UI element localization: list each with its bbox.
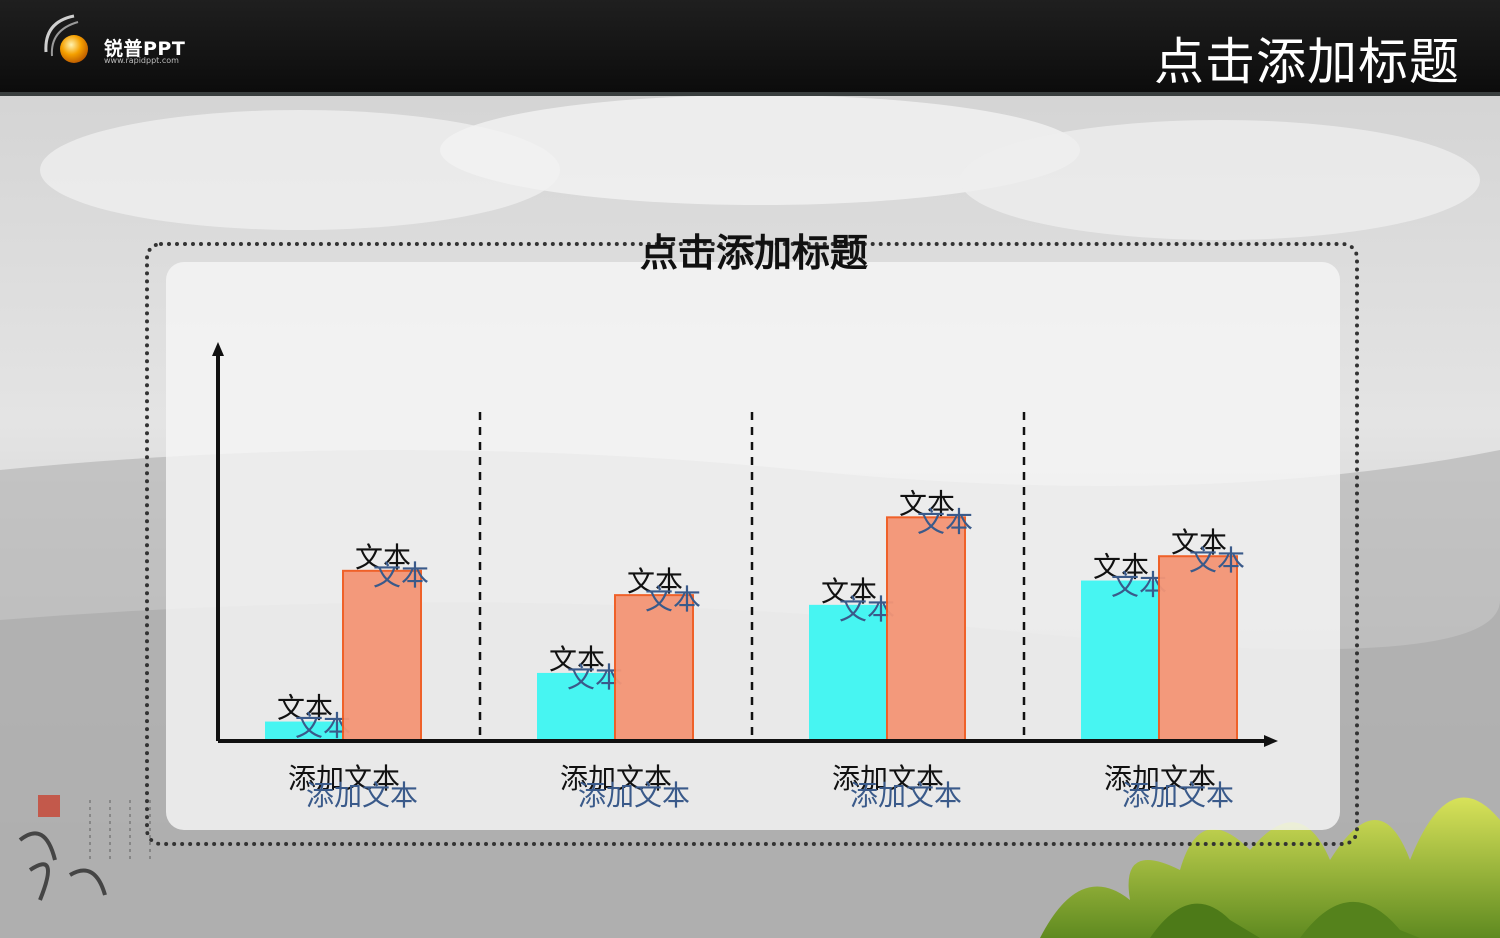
data-label-top: 文本 — [1093, 551, 1149, 584]
page-title[interactable]: 点击添加标题 — [1154, 33, 1460, 91]
data-label-top: 文本 — [549, 643, 605, 676]
rapidppt-logo-icon — [44, 14, 88, 63]
data-label-top: 文本 — [627, 565, 683, 598]
bar-series1-cat2 — [537, 672, 615, 741]
data-label-bottom: 文本 — [917, 505, 973, 538]
x-axis-arrow — [1264, 735, 1278, 747]
category-label-bottom: 添加文本 — [1122, 779, 1234, 812]
logo-text: 锐普PPT — [104, 38, 186, 60]
red-seal-stamp — [38, 795, 60, 817]
data-label-top: 文本 — [899, 487, 955, 520]
data-label-top: 文本 — [1171, 526, 1227, 559]
bar-series2-cat4 — [1158, 555, 1238, 742]
category-label-top: 添加文本 — [288, 762, 400, 795]
data-label-top: 文本 — [355, 541, 411, 574]
tea-leaves-decoration — [1040, 797, 1500, 938]
data-label-top: 文本 — [821, 575, 877, 608]
category-label-bottom: 添加文本 — [306, 779, 418, 812]
category-label-top: 添加文本 — [560, 762, 672, 795]
data-label-bottom: 文本 — [373, 559, 429, 592]
data-label-bottom: 文本 — [567, 661, 623, 694]
data-label-bottom: 文本 — [295, 710, 351, 743]
data-label-top: 文本 — [277, 692, 333, 725]
calligraphy-decoration — [18, 800, 151, 901]
bar-series1-cat1 — [265, 721, 343, 741]
chart-title[interactable]: 点击添加标题 — [640, 231, 869, 275]
chart-frame-dotted — [145, 242, 1359, 846]
bar-series1-cat4 — [1081, 580, 1159, 741]
bar-series1-cat3 — [809, 604, 887, 741]
category-label-bottom: 添加文本 — [850, 779, 962, 812]
bar-series2-cat2 — [614, 594, 694, 742]
category-label-top: 添加文本 — [832, 762, 944, 795]
category-label-top: 添加文本 — [1104, 762, 1216, 795]
data-label-bottom: 文本 — [1189, 544, 1245, 577]
data-label-bottom: 文本 — [645, 583, 701, 616]
data-label-bottom: 文本 — [1111, 569, 1167, 602]
header-bar: 锐普PPT www.rapidppt.com 点击添加标题 — [0, 0, 1500, 96]
data-label-bottom: 文本 — [839, 593, 895, 626]
category-label-bottom: 添加文本 — [578, 779, 690, 812]
y-axis-arrow — [212, 342, 224, 356]
logo-url: www.rapidppt.com — [104, 56, 179, 65]
bar-series2-cat3 — [886, 516, 966, 743]
bar-series2-cat1 — [342, 569, 422, 742]
